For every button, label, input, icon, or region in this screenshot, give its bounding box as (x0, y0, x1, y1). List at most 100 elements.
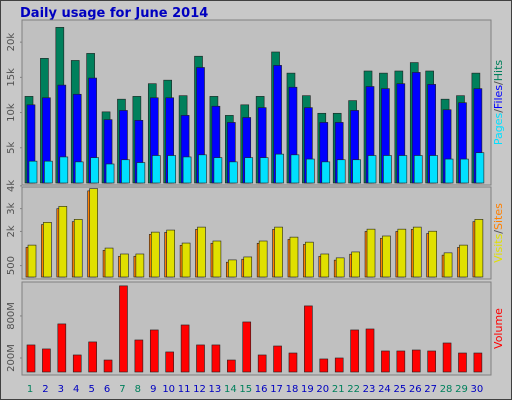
bar (44, 160, 53, 184)
bar (428, 230, 437, 278)
x-tick-label: 5 (88, 384, 94, 395)
bar (88, 341, 97, 373)
bar (212, 240, 222, 278)
x-tick-label: 25 (393, 384, 406, 395)
bar (352, 159, 361, 184)
bar (366, 228, 376, 278)
bar (274, 226, 283, 278)
bar (288, 352, 298, 373)
x-tick-label: 12 (193, 384, 206, 395)
y-tick-label: 200M (6, 344, 17, 372)
x-tick-label: 27 (424, 384, 437, 395)
bar (104, 247, 114, 278)
bar (290, 154, 300, 184)
bar (136, 162, 146, 184)
bar (90, 157, 99, 184)
x-tick-label: 1 (27, 384, 33, 395)
x-tick-label: 6 (104, 384, 110, 395)
legend-entry: Sites (492, 203, 505, 230)
x-tick-label: 21 (332, 384, 345, 395)
bar (473, 352, 483, 373)
x-tick-label: 18 (286, 384, 299, 395)
bar (458, 352, 467, 373)
x-tick-label: 3 (58, 384, 64, 395)
bar (429, 155, 438, 184)
bar (165, 351, 174, 373)
x-tick-label: 28 (440, 384, 453, 395)
bar (26, 344, 36, 373)
x-tick-label: 8 (135, 384, 141, 395)
chart-title: Daily usage for June 2014 (20, 6, 208, 21)
bar (305, 241, 314, 278)
x-tick-label: 7 (119, 384, 125, 395)
bar (259, 157, 269, 184)
bar (335, 257, 345, 278)
y-tick-label: 3k (6, 202, 17, 214)
bar (180, 324, 190, 373)
legend: Volume (492, 308, 505, 349)
bar (413, 155, 423, 184)
bar (398, 155, 408, 184)
bar (351, 251, 360, 278)
x-tick-label: 10 (162, 384, 175, 395)
legend-separator: / (492, 109, 505, 113)
bar (397, 228, 407, 278)
x-tick-label: 20 (316, 384, 329, 395)
legend-entry: Files (492, 85, 505, 109)
legend-entry: Pages (492, 113, 505, 146)
bar (59, 156, 69, 184)
bar (89, 188, 98, 278)
bar (151, 155, 161, 184)
bar (427, 350, 436, 373)
x-tick-label: 9 (150, 384, 156, 395)
x-tick-label: 11 (178, 384, 191, 395)
x-tick-label: 13 (209, 384, 222, 395)
x-tick-label: 19 (301, 384, 314, 395)
bar (258, 240, 268, 278)
x-tick-label: 2 (42, 384, 48, 395)
bar (382, 235, 391, 278)
bar (396, 350, 406, 373)
bar (229, 161, 238, 184)
bar (58, 206, 68, 278)
bar (181, 242, 191, 278)
x-tick-label: 30 (471, 384, 484, 395)
y-tick-label: 5k (6, 141, 17, 153)
bar (460, 158, 469, 184)
bar (273, 345, 282, 373)
bar (149, 329, 159, 373)
bar (306, 158, 315, 184)
bar (198, 154, 207, 184)
x-tick-label: 23 (363, 384, 376, 395)
bar (228, 259, 237, 278)
bar (289, 236, 299, 278)
bar (321, 161, 331, 184)
bar (275, 153, 284, 184)
bar (242, 321, 252, 373)
bar (442, 342, 452, 373)
bar (411, 349, 421, 373)
y-tick-label: 4k (6, 180, 17, 192)
bar (103, 359, 113, 373)
bar (166, 229, 175, 278)
bar (257, 354, 267, 373)
bar (121, 159, 130, 184)
x-tick-label: 16 (255, 384, 268, 395)
x-tick-label: 22 (347, 384, 360, 395)
bar (150, 231, 160, 278)
bar (227, 359, 236, 373)
bar (119, 285, 128, 373)
x-tick-label: 24 (378, 384, 391, 395)
bar (28, 160, 38, 184)
bar (74, 161, 84, 184)
bar (474, 219, 484, 278)
y-tick-label: 800M (6, 302, 17, 330)
x-tick-label: 14 (224, 384, 237, 395)
bar (381, 350, 390, 373)
bar (367, 155, 377, 184)
bar (365, 328, 375, 373)
bar (196, 344, 205, 373)
bar (304, 305, 313, 373)
bar (244, 157, 254, 184)
